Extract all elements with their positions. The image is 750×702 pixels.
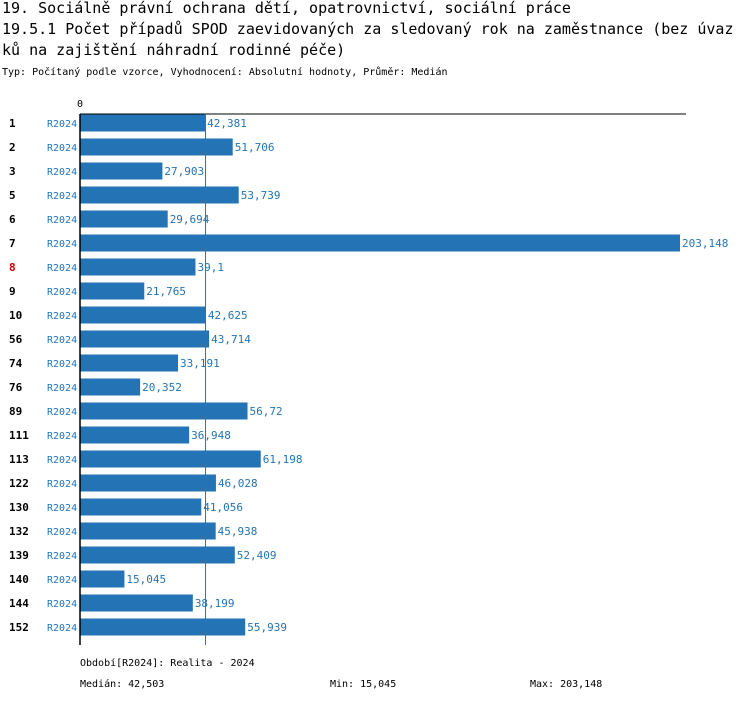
series-label: R2024 [47, 479, 77, 490]
value-label: 51,706 [235, 141, 275, 154]
median-summary: Medián: 42,503 [80, 679, 165, 690]
category-label: 10 [9, 309, 22, 322]
value-label: 29,694 [170, 213, 210, 226]
series-label: R2024 [47, 263, 77, 274]
bar [80, 354, 179, 372]
bar [80, 570, 125, 588]
period-legend: Období[R2024]: Realita - 2024 [80, 658, 255, 669]
bar [80, 186, 239, 204]
category-label: 7 [9, 237, 16, 250]
series-label: R2024 [47, 575, 77, 586]
value-label: 33,191 [180, 357, 220, 370]
value-label: 46,028 [218, 477, 258, 490]
series-label: R2024 [47, 239, 77, 250]
value-label: 39,1 [197, 261, 224, 274]
category-label: 111 [9, 429, 29, 442]
bar [80, 450, 261, 468]
series-label: R2024 [47, 311, 77, 322]
bar [80, 234, 680, 252]
value-label: 41,056 [203, 501, 243, 514]
value-label: 20,352 [142, 381, 182, 394]
value-label: 36,948 [191, 429, 231, 442]
series-label: R2024 [47, 359, 77, 370]
category-label: 130 [9, 501, 29, 514]
value-label: 45,938 [218, 525, 258, 538]
category-label: 113 [9, 453, 29, 466]
series-label: R2024 [47, 215, 77, 226]
category-label: 8 [9, 261, 16, 274]
value-label: 42,381 [207, 117, 247, 130]
series-label: R2024 [47, 431, 77, 442]
bar [80, 114, 206, 132]
category-label: 3 [9, 165, 16, 178]
category-label: 5 [9, 189, 16, 202]
bar [80, 426, 190, 444]
bar [80, 594, 193, 612]
series-label: R2024 [47, 167, 77, 178]
category-label: 56 [9, 333, 23, 346]
series-label: R2024 [47, 599, 77, 610]
series-label: R2024 [47, 119, 77, 130]
category-label: 6 [9, 213, 16, 226]
category-label: 9 [9, 285, 16, 298]
bar [80, 306, 206, 324]
bar [80, 378, 141, 396]
series-label: R2024 [47, 191, 77, 202]
series-label: R2024 [47, 503, 77, 514]
category-label: 152 [9, 621, 29, 634]
chart-subtitle: Typ: Počítaný podle vzorce, Vyhodnocení:… [2, 67, 448, 78]
bar [80, 258, 196, 276]
value-label: 55,939 [247, 621, 287, 634]
bar [80, 210, 168, 228]
series-label: R2024 [47, 623, 77, 634]
value-label: 42,625 [208, 309, 248, 322]
category-label: 140 [9, 573, 29, 586]
value-label: 43,714 [211, 333, 251, 346]
series-label: R2024 [47, 527, 77, 538]
value-label: 15,045 [126, 573, 166, 586]
bar [80, 498, 202, 516]
category-label: 76 [9, 381, 23, 394]
category-label: 1 [9, 117, 16, 130]
bar [80, 474, 216, 492]
series-label: R2024 [47, 551, 77, 562]
value-label: 27,903 [164, 165, 204, 178]
bar [80, 618, 246, 636]
max-summary: Max: 203,148 [530, 679, 603, 690]
value-label: 61,198 [263, 453, 303, 466]
x-tick-label-zero: 0 [77, 99, 83, 110]
category-label: 2 [9, 141, 16, 154]
category-label: 74 [9, 357, 23, 370]
series-label: R2024 [47, 407, 77, 418]
value-label: 38,199 [195, 597, 235, 610]
category-label: 139 [9, 549, 29, 562]
category-label: 89 [9, 405, 22, 418]
value-label: 52,409 [237, 549, 277, 562]
bar [80, 162, 163, 180]
min-summary: Min: 15,045 [330, 679, 397, 690]
series-label: R2024 [47, 335, 77, 346]
value-label: 53,739 [241, 189, 281, 202]
series-label: R2024 [47, 383, 77, 394]
series-label: R2024 [47, 143, 77, 154]
bar [80, 138, 233, 156]
bar [80, 282, 145, 300]
series-label: R2024 [47, 455, 77, 466]
category-label: 144 [9, 597, 29, 610]
category-label: 122 [9, 477, 29, 490]
value-label: 21,765 [146, 285, 186, 298]
bar [80, 546, 235, 564]
page-title: 19. Sociálně právní ochrana dětí, opatro… [2, 0, 571, 17]
bar [80, 402, 248, 420]
bar [80, 330, 210, 348]
chart-title: 19.5.1 Počet případů SPOD zaevidovaných … [2, 20, 734, 38]
category-label: 132 [9, 525, 29, 538]
value-label: 56,72 [250, 405, 283, 418]
value-label: 203,148 [682, 237, 728, 250]
series-label: R2024 [47, 287, 77, 298]
chart-title-continuation: ků na zajištění náhradní rodinné péče) [2, 41, 346, 59]
bar [80, 522, 216, 540]
